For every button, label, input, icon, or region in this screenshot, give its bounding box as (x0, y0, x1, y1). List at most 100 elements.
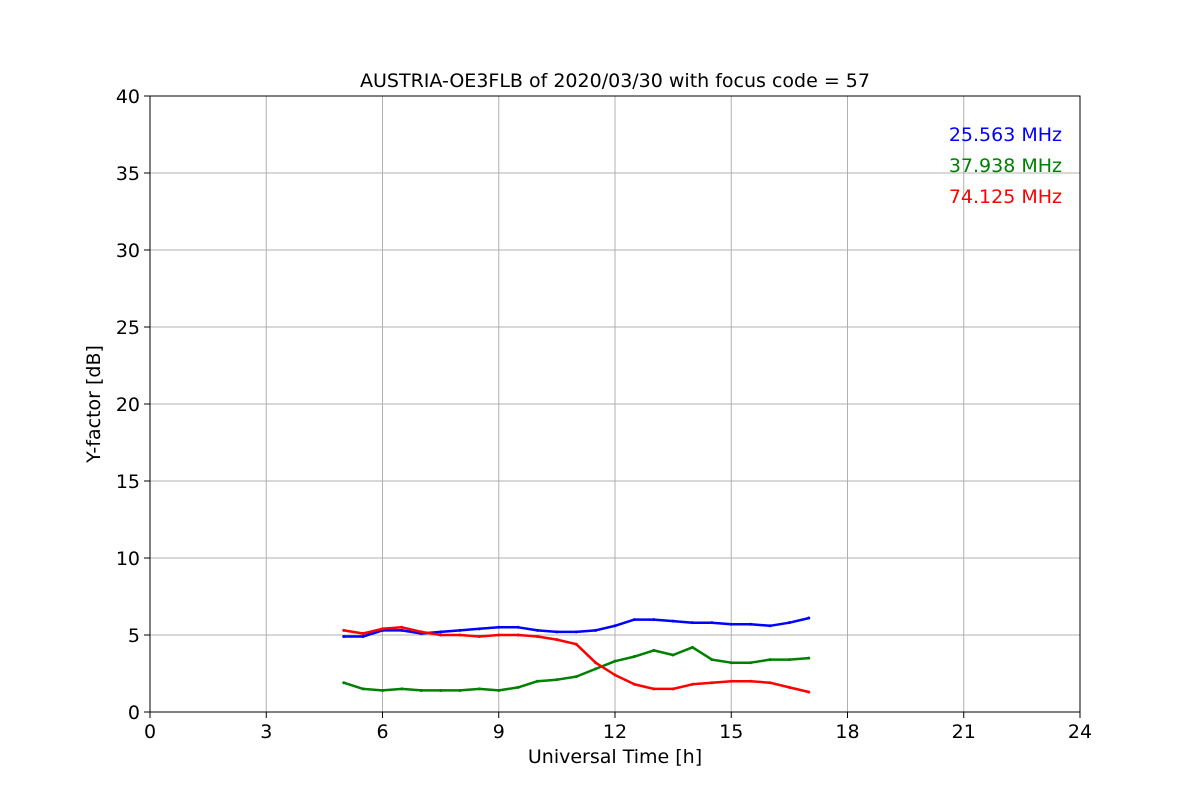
series-point-0 (749, 622, 753, 626)
series-point-1 (361, 687, 365, 691)
series-point-2 (361, 631, 365, 635)
series-layer (342, 616, 811, 694)
series-line-1 (343, 646, 809, 692)
series-point-0 (787, 621, 791, 625)
legend: 25.563 MHz 37.938 MHz 74.125 MHz (949, 124, 1062, 208)
series-point-1 (381, 688, 384, 692)
x-tick-label: 0 (144, 721, 156, 743)
series-point-2 (497, 633, 501, 637)
y-tick-label: 5 (128, 625, 140, 647)
series-point-0 (574, 630, 578, 634)
series-point-2 (516, 633, 520, 637)
x-tick-label: 18 (835, 721, 859, 743)
series-point-2 (729, 679, 733, 683)
series-point-0 (807, 616, 811, 620)
series-point-1 (439, 688, 443, 692)
x-tick-label: 6 (376, 721, 388, 743)
series-point-2 (555, 638, 559, 642)
x-tick-label: 21 (952, 721, 976, 743)
series-line-0 (343, 616, 810, 638)
series-point-0 (729, 622, 733, 626)
series-point-2 (419, 630, 423, 634)
series-point-0 (710, 621, 714, 625)
series-point-0 (439, 630, 443, 634)
series-point-2 (787, 685, 791, 689)
series-point-0 (361, 635, 365, 639)
series-point-0 (768, 624, 772, 628)
y-tick-label: 20 (116, 394, 140, 416)
series-point-0 (516, 625, 520, 629)
series-point-1 (710, 658, 714, 662)
series-point-2 (652, 687, 656, 691)
series-point-1 (477, 687, 481, 691)
series-point-1 (787, 658, 791, 662)
series-point-1 (632, 655, 636, 659)
series-point-0 (652, 618, 656, 622)
series-point-1 (594, 667, 598, 671)
series-point-0 (497, 625, 501, 629)
series-point-1 (749, 661, 753, 665)
series-point-0 (342, 635, 346, 639)
series-point-0 (613, 624, 617, 628)
series-point-2 (574, 642, 578, 646)
grid (149, 95, 1081, 713)
series-point-0 (458, 628, 462, 632)
series-point-2 (691, 682, 694, 686)
series-point-0 (477, 627, 481, 631)
x-tick-label: 15 (719, 721, 743, 743)
series-point-1 (613, 659, 617, 663)
series-point-2 (400, 625, 404, 629)
series-point-0 (536, 628, 539, 632)
ticks: 0 3 6 9 12 15 18 21 24 0 5 10 15 20 25 30 35 40 (116, 86, 1092, 743)
series-point-0 (632, 618, 636, 622)
legend-entry-1: 37.938 MHz (949, 155, 1062, 177)
series-point-2 (632, 682, 636, 686)
series-point-1 (342, 681, 346, 685)
series-line-2 (343, 626, 810, 694)
series-point-1 (458, 688, 462, 692)
x-tick-label: 9 (493, 721, 505, 743)
y-tick-label: 15 (116, 471, 140, 493)
series-point-2 (671, 687, 675, 691)
y-tick-label: 30 (116, 240, 140, 262)
series-point-2 (749, 679, 753, 683)
series-point-0 (594, 628, 598, 632)
series-point-1 (536, 679, 539, 683)
series-point-1 (419, 688, 423, 692)
legend-entry-0: 25.563 MHz (949, 124, 1062, 146)
series-point-1 (497, 688, 501, 692)
y-axis-label: Y-factor [dB] (83, 345, 105, 464)
y-tick-label: 25 (116, 317, 140, 339)
series-point-2 (807, 690, 811, 694)
series-point-2 (458, 633, 462, 637)
series-point-2 (594, 661, 598, 665)
series-point-1 (768, 658, 772, 662)
legend-entry-2: 74.125 MHz (949, 186, 1062, 208)
chart-title: AUSTRIA-OE3FLB of 2020/03/30 with focus … (360, 70, 870, 92)
series-point-1 (807, 656, 811, 660)
series-point-1 (671, 653, 675, 657)
y-tick-label: 10 (116, 548, 140, 570)
series-point-2 (381, 627, 384, 631)
x-tick-label: 3 (260, 721, 272, 743)
y-tick-label: 40 (116, 86, 140, 108)
x-tick-label: 24 (1068, 721, 1092, 743)
series-point-2 (536, 635, 539, 639)
series-point-2 (477, 635, 481, 639)
series-point-0 (671, 619, 675, 623)
series-point-0 (400, 628, 404, 632)
y-tick-label: 35 (116, 163, 140, 185)
series-point-1 (574, 675, 578, 679)
x-tick-label: 12 (603, 721, 627, 743)
series-point-1 (400, 687, 404, 691)
series-point-1 (555, 678, 559, 682)
series-point-1 (691, 645, 694, 649)
series-point-1 (729, 661, 733, 665)
series-point-2 (342, 628, 346, 632)
y-tick-label: 0 (128, 702, 140, 724)
series-point-0 (555, 630, 559, 634)
x-axis-label: Universal Time [h] (528, 746, 702, 768)
series-point-2 (439, 633, 443, 637)
